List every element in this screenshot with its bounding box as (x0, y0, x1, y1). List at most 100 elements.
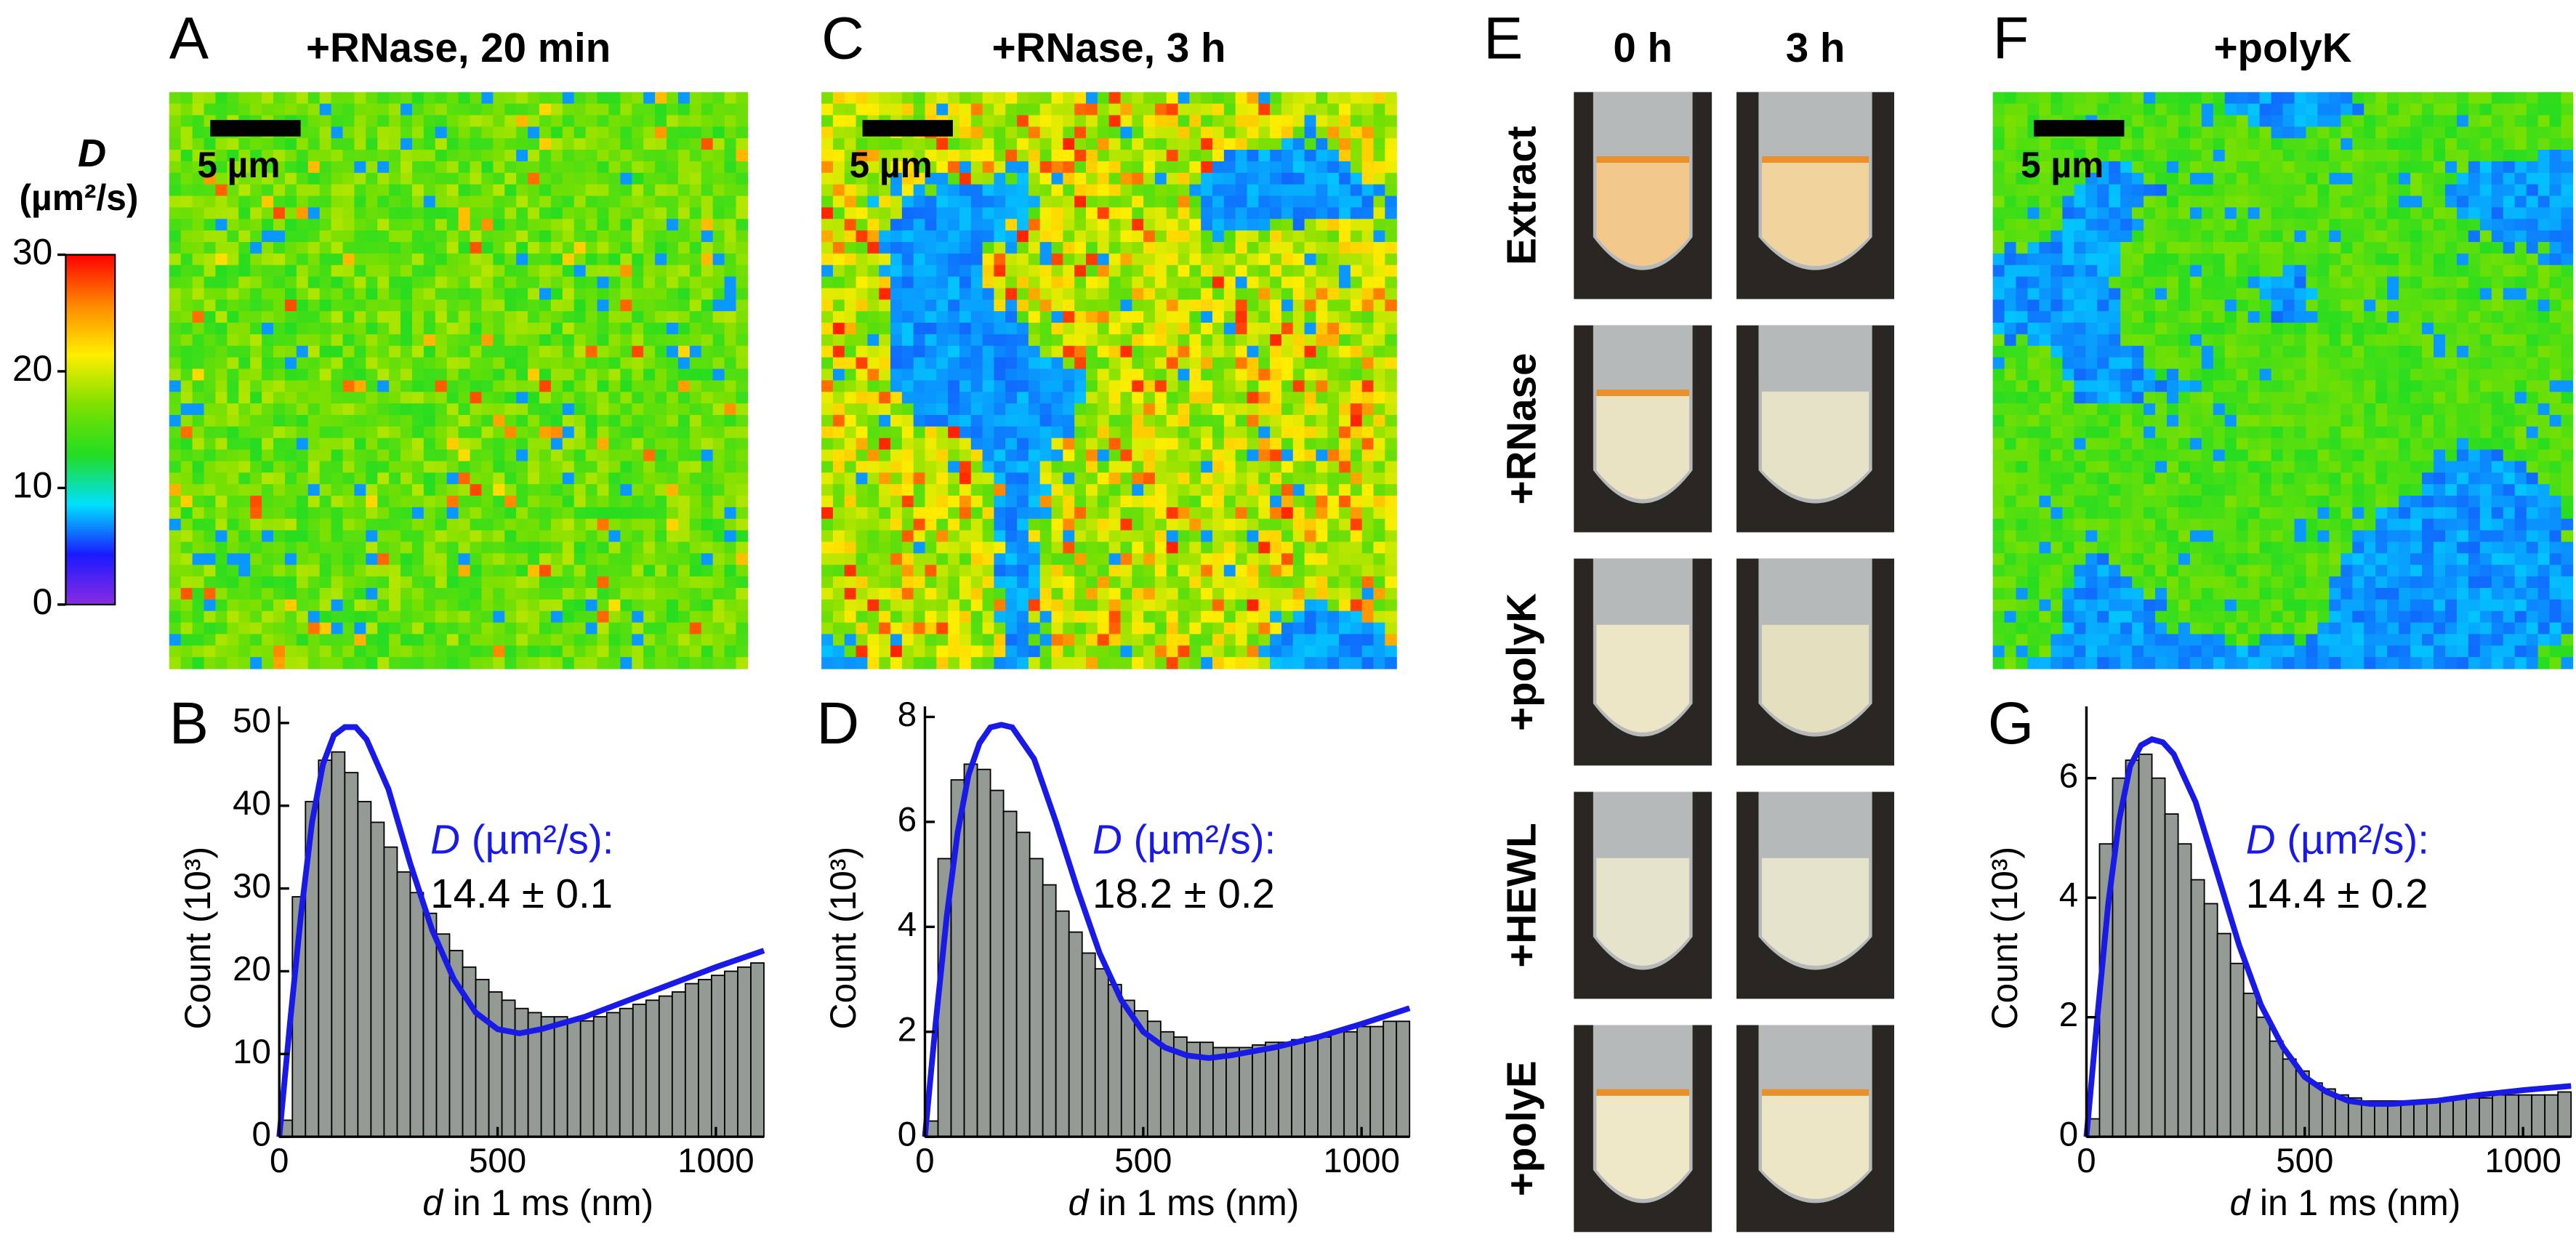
heatmap-pixel (331, 530, 344, 543)
heatmap-pixel (1074, 507, 1087, 520)
heatmap-pixel (1166, 449, 1179, 462)
heatmap-pixel (890, 403, 903, 416)
heatmap-pixel (701, 276, 714, 289)
heatmap-pixel (597, 496, 610, 508)
heatmap-pixel (832, 472, 845, 485)
heatmap-pixel (1316, 207, 1328, 219)
heatmap-pixel (1189, 150, 1202, 162)
heatmap-pixel (1189, 518, 1202, 531)
heatmap-pixel (1247, 634, 1259, 646)
heatmap-pixel (970, 207, 983, 219)
heatmap-pixel (411, 426, 424, 439)
heatmap-pixel (1201, 645, 1213, 658)
heatmap-pixel (1028, 241, 1041, 254)
heatmap-pixel (643, 357, 656, 370)
heatmap-pixel (504, 518, 517, 531)
heatmap-pixel (1017, 219, 1029, 231)
heatmap-pixel (401, 172, 413, 185)
heatmap-pixel (948, 230, 960, 243)
heatmap-pixel (632, 311, 644, 323)
heatmap-pixel (1132, 599, 1144, 612)
heatmap-pixel (632, 219, 644, 231)
heatmap-pixel (1373, 184, 1386, 197)
heatmap-pixel (1051, 345, 1064, 358)
heatmap-pixel (516, 115, 528, 127)
heatmap-pixel (539, 357, 552, 370)
heatmap-pixel (1063, 541, 1075, 555)
heatmap-pixel (1085, 507, 1098, 520)
heatmap-pixel (994, 496, 1006, 508)
heatmap-pixel (1247, 357, 1259, 370)
heatmap-pixel (539, 518, 552, 531)
heatmap-pixel (1201, 530, 1213, 543)
heatmap-pixel (1166, 115, 1179, 127)
heatmap-pixel (970, 426, 983, 439)
heatmap-pixel (701, 587, 714, 600)
heatmap-pixel (331, 622, 344, 635)
heatmap-pixel (901, 334, 914, 347)
heatmap-pixel (366, 138, 378, 150)
heatmap-pixel (597, 115, 610, 127)
scale-bar (210, 120, 301, 137)
heatmap-pixel (1166, 392, 1179, 404)
heatmap-pixel (1292, 103, 1305, 116)
heatmap-pixel (1108, 195, 1122, 209)
heatmap-pixel (377, 541, 390, 555)
heatmap-pixel (1166, 553, 1179, 565)
heatmap-pixel (1247, 530, 1259, 543)
heatmap-pixel (481, 403, 494, 416)
heatmap-pixel (215, 426, 228, 439)
heatmap-pixel (608, 115, 621, 127)
heatmap-pixel (948, 161, 960, 174)
heatmap-pixel (1201, 184, 1213, 197)
heatmap-pixel (550, 437, 563, 451)
heatmap-pixel (1247, 161, 1259, 174)
heatmap-pixel (470, 276, 483, 289)
heatmap-pixel (689, 219, 702, 231)
heatmap-pixel (1304, 161, 1317, 174)
heatmap-pixel (970, 657, 983, 669)
heatmap-pixel (401, 276, 413, 289)
heatmap-pixel (250, 380, 262, 392)
heatmap-pixel (284, 507, 297, 520)
heatmap-pixel (597, 276, 610, 289)
heatmap-pixel (982, 241, 995, 254)
heatmap-pixel (1085, 657, 1098, 669)
heatmap-pixel (1201, 288, 1213, 300)
heatmap-pixel (1327, 195, 1340, 209)
heatmap-pixel (227, 518, 239, 531)
heatmap-pixel (319, 449, 332, 462)
heatmap-pixel (423, 472, 436, 485)
heatmap-pixel (423, 138, 436, 150)
heatmap-pixel (1097, 518, 1110, 531)
heatmap-pixel (262, 599, 274, 612)
heatmap-pixel (677, 461, 691, 473)
heatmap-pixel (677, 150, 691, 162)
heatmap-pixel (493, 276, 505, 289)
heatmap-pixel (667, 92, 679, 105)
heatmap-pixel (377, 311, 390, 323)
heatmap-pixel (528, 645, 540, 658)
heatmap-pixel (1304, 392, 1317, 404)
heatmap-pixel (169, 126, 182, 139)
heatmap-pixel (1108, 449, 1122, 462)
heatmap-pixel (1017, 530, 1029, 543)
heatmap-pixel (632, 553, 644, 565)
heatmap-pixel (1143, 530, 1156, 543)
heatmap-pixel (435, 610, 448, 624)
heatmap-pixel (1063, 634, 1075, 646)
heatmap-pixel (204, 368, 217, 382)
heatmap-pixel (528, 219, 540, 231)
heatmap-pixel (1316, 599, 1328, 612)
heatmap-pixel (504, 299, 517, 312)
heatmap-pixel (377, 484, 390, 496)
heatmap-pixel (867, 207, 880, 219)
heatmap-pixel (632, 138, 644, 150)
heatmap-pixel (701, 345, 714, 358)
heatmap-pixel (1201, 103, 1213, 116)
heatmap-pixel (1063, 311, 1075, 323)
heatmap-pixel (377, 126, 390, 139)
heatmap-pixel (1270, 299, 1282, 312)
heatmap-pixel (689, 530, 702, 543)
heatmap-pixel (1350, 496, 1363, 508)
